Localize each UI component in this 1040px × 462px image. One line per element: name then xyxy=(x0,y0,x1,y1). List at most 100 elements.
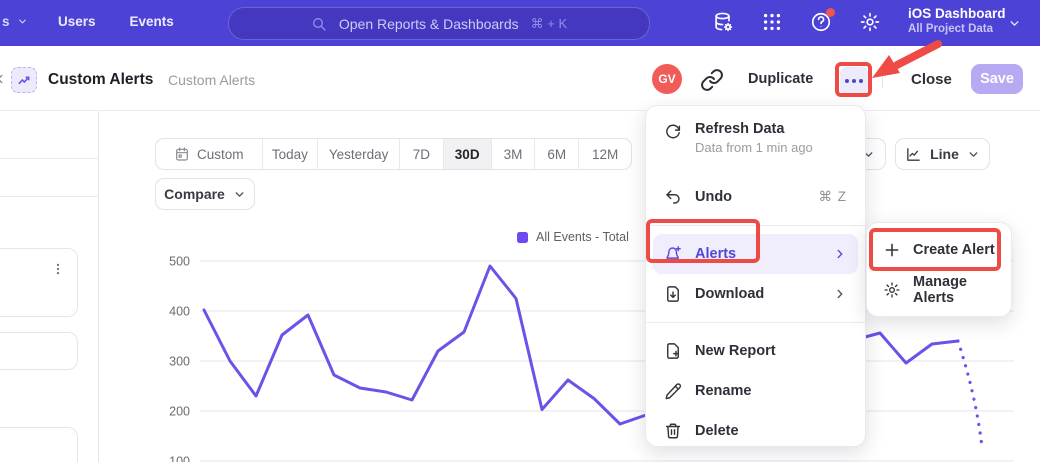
series-line-projection xyxy=(958,341,982,447)
menu-item-alerts[interactable]: Alerts xyxy=(653,234,858,274)
top-navigation-bar: s Users Events Open Reports & Dashboards … xyxy=(0,0,1040,46)
undo-icon xyxy=(664,188,682,206)
range-custom[interactable]: Custom xyxy=(156,139,263,169)
y-axis-label: 100 xyxy=(169,455,190,462)
chevron-down-icon xyxy=(17,16,28,27)
chevron-down-icon xyxy=(233,188,246,201)
submenu-item-create-alert[interactable]: Create Alert xyxy=(867,230,1011,270)
nav-item-users[interactable]: Users xyxy=(58,14,96,29)
file-plus-icon xyxy=(664,342,682,360)
submenu-item-label: Manage Alerts xyxy=(913,274,995,306)
refresh-icon xyxy=(664,123,682,141)
report-icon xyxy=(11,67,37,93)
trash-icon xyxy=(664,422,682,440)
sidebar-card[interactable] xyxy=(0,427,78,462)
range-yesterday[interactable]: Yesterday xyxy=(318,139,400,169)
chart-type-label: Line xyxy=(930,146,959,162)
menu-item-delete[interactable]: Delete xyxy=(646,411,865,451)
download-icon xyxy=(664,285,682,303)
range-label: 12M xyxy=(592,147,618,162)
range-label: 30D xyxy=(455,147,480,162)
menu-item-undo[interactable]: Undo⌘ Z xyxy=(646,177,865,217)
menu-item-label: New Report xyxy=(695,343,776,359)
line-chart-icon xyxy=(905,146,922,163)
data-management-icon[interactable] xyxy=(712,11,734,33)
nav-icon-group xyxy=(712,11,881,33)
submenu-item-manage-alerts[interactable]: Manage Alerts xyxy=(867,270,1011,310)
menu-item-label: Rename xyxy=(695,383,751,399)
sidebar-divider xyxy=(0,196,99,197)
save-button[interactable]: Save xyxy=(971,64,1023,94)
alerts-submenu: Create Alert Manage Alerts xyxy=(866,222,1012,317)
range-12m[interactable]: 12M xyxy=(579,139,631,169)
settings-gear-icon[interactable] xyxy=(859,11,881,33)
avatar[interactable]: GV xyxy=(652,64,682,94)
copy-link-icon[interactable] xyxy=(700,68,724,92)
range-label: 3M xyxy=(504,147,523,162)
left-sidebar xyxy=(0,110,99,462)
range-30d[interactable]: 30D xyxy=(444,139,492,169)
global-search-button[interactable]: Open Reports & Dashboards ⌘ + K xyxy=(228,7,650,40)
chevron-down-icon[interactable] xyxy=(1008,17,1021,30)
nav-item-events[interactable]: Events xyxy=(130,14,174,29)
more-options-button[interactable] xyxy=(840,67,868,94)
close-button[interactable]: Close xyxy=(911,71,952,88)
notification-badge xyxy=(826,8,835,17)
chevron-right-icon xyxy=(833,247,847,261)
submenu-item-label: Create Alert xyxy=(913,242,995,258)
duplicate-button[interactable]: Duplicate xyxy=(748,71,813,87)
search-placeholder: Open Reports & Dashboards xyxy=(339,16,519,32)
menu-item-label: Refresh Data xyxy=(695,121,813,137)
y-axis-label: 400 xyxy=(169,305,190,319)
range-3m[interactable]: 3M xyxy=(492,139,536,169)
menu-item-label: Download xyxy=(695,286,764,302)
menu-item-rename[interactable]: Rename xyxy=(646,371,865,411)
help-button[interactable] xyxy=(810,11,832,33)
page-title: Custom Alerts xyxy=(48,71,153,89)
app-window: 500 400 300 200 100 All Events - Total Custo… xyxy=(0,0,1040,462)
range-7d[interactable]: 7D xyxy=(400,139,444,169)
search-icon xyxy=(311,16,327,32)
bell-plus-icon xyxy=(664,245,682,263)
compare-button[interactable]: Compare xyxy=(155,178,255,210)
menu-item-new-report[interactable]: New Report xyxy=(646,331,865,371)
nav-items: Users Events xyxy=(58,14,174,29)
apps-grid-icon[interactable] xyxy=(761,11,783,33)
date-range-control: Custom Today Yesterday 7D 30D 3M 6M 12M xyxy=(155,138,632,170)
range-label: Custom xyxy=(197,147,244,162)
sidebar-card[interactable] xyxy=(0,248,78,317)
plus-icon xyxy=(883,241,901,259)
range-label: 6M xyxy=(547,147,566,162)
range-label: Yesterday xyxy=(329,147,389,162)
y-axis-label: 300 xyxy=(169,355,190,369)
legend-label: All Events - Total xyxy=(536,230,629,244)
legend-item[interactable]: All Events - Total xyxy=(517,230,629,244)
calendar-icon xyxy=(174,146,190,162)
y-axis-label: 200 xyxy=(169,405,190,419)
menu-item-label: Undo xyxy=(695,189,732,205)
chevron-left-icon[interactable] xyxy=(0,72,7,86)
mini-chart-icon xyxy=(16,72,32,88)
search-shortcut: ⌘ + K xyxy=(531,16,568,32)
menu-item-refresh[interactable]: Refresh Data Data from 1 min ago xyxy=(646,113,865,177)
legend-swatch xyxy=(517,232,528,243)
menu-item-label: Delete xyxy=(695,423,739,439)
chevron-down-icon xyxy=(967,148,980,161)
menu-item-sublabel: Data from 1 min ago xyxy=(695,140,813,155)
more-options-menu: Refresh Data Data from 1 min ago Undo⌘ Z Al… xyxy=(645,105,866,447)
range-6m[interactable]: 6M xyxy=(535,139,579,169)
sidebar-card[interactable] xyxy=(0,332,78,370)
nav-partial-label: s xyxy=(2,14,10,29)
report-header: Custom Alerts Custom Alerts GV Duplicate… xyxy=(0,46,1040,111)
range-label: Today xyxy=(272,147,308,162)
menu-item-download[interactable]: Download xyxy=(646,274,865,314)
y-axis-label: 500 xyxy=(169,255,190,269)
kebab-menu-icon[interactable] xyxy=(51,261,65,277)
range-today[interactable]: Today xyxy=(263,139,319,169)
range-label: 7D xyxy=(413,147,430,162)
pencil-icon xyxy=(664,382,682,400)
breadcrumb[interactable]: Custom Alerts xyxy=(168,72,255,88)
chevron-right-icon xyxy=(833,287,847,301)
sidebar-divider xyxy=(0,158,99,159)
chart-type-dropdown[interactable]: Line xyxy=(895,138,990,170)
